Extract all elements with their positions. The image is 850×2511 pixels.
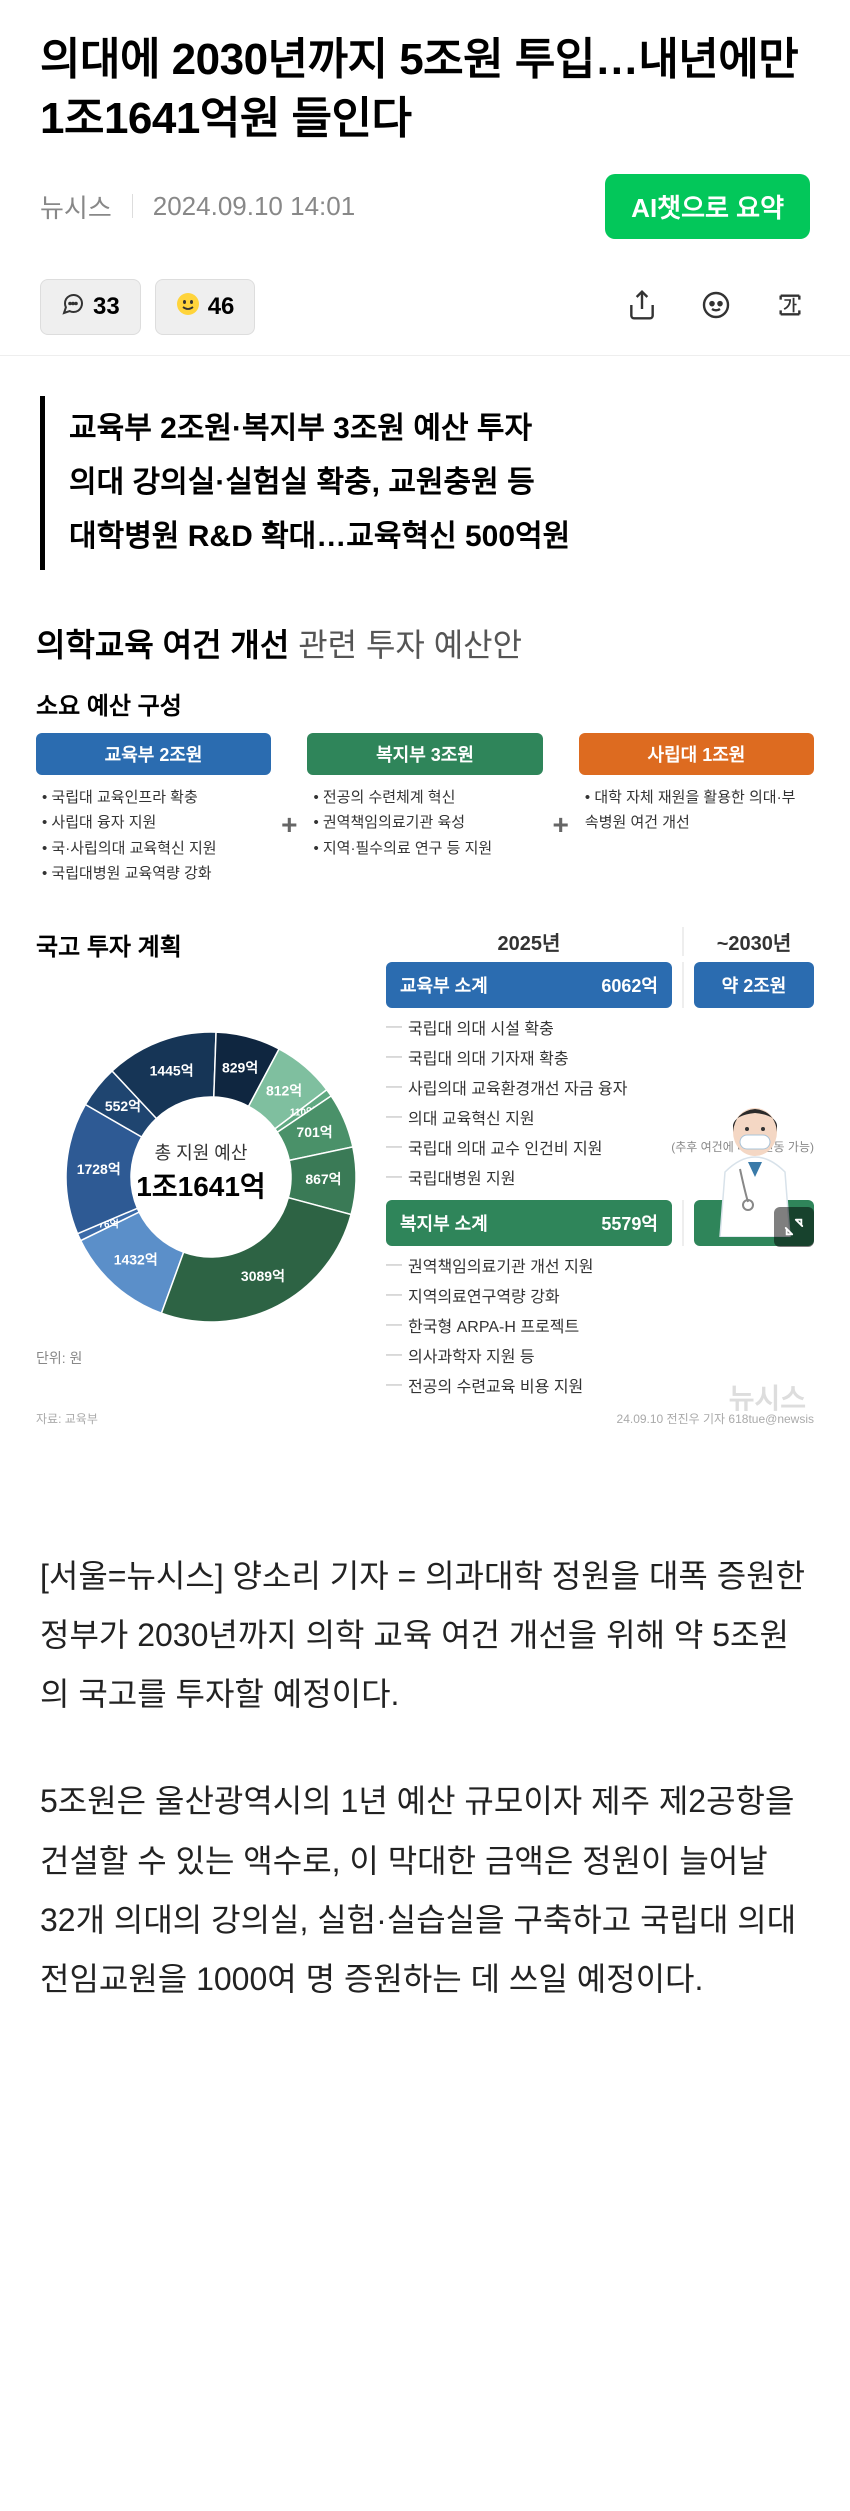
svg-text:가: 가 [783, 298, 797, 315]
plan-item: —의사과학자 지원 등 [386, 1340, 814, 1370]
budget-item: 국립대병원 교육역량 강화 [42, 861, 265, 887]
plan-item: —지역의료연구역량 강화 [386, 1280, 814, 1310]
donut-slice-label: 1728억 [77, 1161, 121, 1177]
plan-title: 국고 투자 계획 [36, 927, 366, 962]
paragraph: [서울=뉴시스] 양소리 기자 = 의과대학 정원을 대폭 증원한 정부가 20… [40, 1547, 810, 1725]
donut-slice-label: 829억 [222, 1059, 258, 1075]
ai-summary-button[interactable]: AI챗으로 요약 [605, 174, 810, 239]
share-button[interactable] [622, 285, 662, 328]
budget-item: 전공의 수련체계 혁신 [313, 785, 536, 811]
budget-header: 복지부 3조원 [307, 733, 542, 775]
donut-slice-label: 867억 [305, 1171, 341, 1187]
donut-center-label: 총 지원 예산 [136, 1139, 265, 1165]
font-size-button[interactable]: 가 [770, 285, 810, 328]
comment-icon [61, 292, 85, 322]
donut-slice-label: 1445억 [150, 1062, 194, 1078]
edu-subtotal-bar: 교육부 소계 6062억 [386, 962, 672, 1008]
year-2025: 2025년 [386, 927, 672, 956]
ig-source-credit: 자료: 교육부 [36, 1410, 98, 1427]
expand-image-button[interactable] [774, 1207, 814, 1247]
budget-box: 사립대 1조원대학 자체 재원을 활용한 의대·부속병원 여건 개선 [579, 733, 814, 846]
donut-slice [161, 1197, 351, 1321]
summary-line: 교육부 2조원·복지부 3조원 예산 투자 [69, 402, 810, 456]
reaction-icon [176, 292, 200, 322]
budget-item: 권역책임의료기관 육성 [313, 810, 536, 836]
budget-subtitle: 소요 예산 구성 [36, 686, 814, 721]
donut-slice-label: 1432억 [114, 1251, 158, 1267]
donut-chart: 1432억76억1728억552억1445억829억812억110억701억86… [36, 1002, 366, 1342]
donut-slice-label: 701억 [296, 1124, 332, 1140]
plus-icon: + [551, 809, 571, 841]
comments-chip[interactable]: 33 [40, 279, 141, 335]
comment-count: 33 [93, 293, 120, 321]
donut-slice-label: 812억 [266, 1082, 302, 1098]
summary-box: 교육부 2조원·복지부 3조원 예산 투자 의대 강의실·실험실 확충, 교원충… [40, 396, 810, 570]
budget-box: 교육부 2조원국립대 교육인프라 확충사립대 융자 지원국·사립의대 교육혁신 … [36, 733, 271, 897]
infographic-title: 의학교육 여건 개선 관련 투자 예산안 [36, 620, 814, 666]
plan-item: —한국형 ARPA-H 프로젝트 [386, 1310, 814, 1340]
watermark: 뉴시스 [729, 1377, 806, 1417]
summary-line: 의대 강의실·실험실 확충, 교원충원 등 [69, 456, 810, 510]
year-2030: ~2030년 [694, 927, 814, 956]
donut-center-value: 1조1641억 [136, 1165, 265, 1205]
infographic: 의학교육 여건 개선 관련 투자 예산안 소요 예산 구성 교육부 2조원국립대… [20, 600, 830, 1447]
tts-button[interactable] [696, 285, 736, 328]
headphone-icon [700, 289, 732, 321]
fontsize-icon: 가 [774, 289, 806, 321]
ai-summary-label: AI챗으로 요약 [631, 188, 784, 225]
donut-unit: 단위: 원 [36, 1348, 366, 1368]
expand-icon [783, 1216, 805, 1238]
share-icon [626, 289, 658, 321]
reactions-chip[interactable]: 46 [155, 279, 256, 335]
headline: 의대에 2030년까지 5조원 투입…내년에만 1조1641억원 들인다 [40, 30, 810, 149]
budget-header: 교육부 2조원 [36, 733, 271, 775]
budget-box: 복지부 3조원전공의 수련체계 혁신권역책임의료기관 육성지역·필수의료 연구 … [307, 733, 542, 872]
meta-divider [132, 194, 133, 218]
donut-slice-label: 552억 [105, 1098, 141, 1114]
budget-item: 사립대 융자 지원 [42, 810, 265, 836]
budget-item: 국립대 교육인프라 확충 [42, 785, 265, 811]
paragraph: 5조원은 울산광역시의 1년 예산 규모이자 제주 제2공항을 건설할 수 있는… [40, 1772, 810, 2009]
summary-line: 대학병원 R&D 확대…교육혁신 500억원 [69, 510, 810, 564]
budget-header: 사립대 1조원 [579, 733, 814, 775]
plus-icon: + [279, 809, 299, 841]
edu-2030-bar: 약 2조원 [694, 962, 814, 1008]
plan-item: —국립대 의대 기자재 확충 [386, 1042, 814, 1072]
welfare-subtotal-bar: 복지부 소계 5579억 [386, 1200, 672, 1246]
source[interactable]: 뉴시스 [40, 188, 112, 225]
budget-item: 국·사립의대 교육혁신 지원 [42, 836, 265, 862]
budget-item: 지역·필수의료 연구 등 지원 [313, 836, 536, 862]
timestamp: 2024.09.10 14:01 [153, 191, 355, 222]
budget-item: 대학 자체 재원을 활용한 의대·부속병원 여건 개선 [585, 785, 808, 836]
plan-item: —국립대 의대 시설 확충 [386, 1012, 814, 1042]
reaction-count: 46 [208, 293, 235, 321]
donut-slice-label: 3089억 [241, 1268, 285, 1284]
plan-item: —권역책임의료기관 개선 지원 [386, 1250, 814, 1280]
